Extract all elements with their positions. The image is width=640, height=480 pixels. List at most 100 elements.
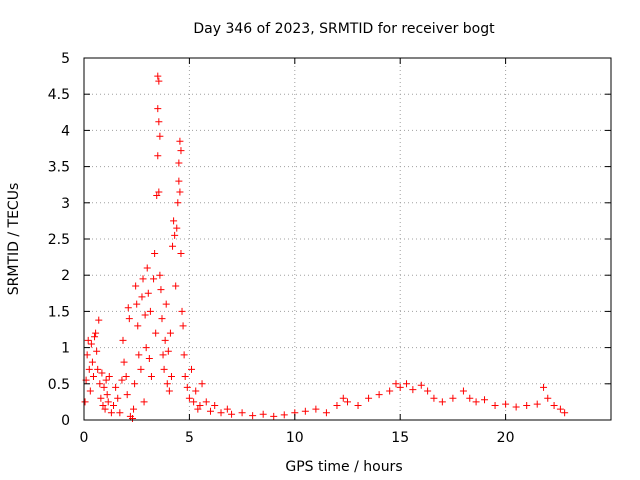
data-point — [175, 177, 183, 185]
data-point — [181, 373, 189, 381]
y-axis-label: SRMTID / TECUs — [6, 183, 22, 296]
y-tick-label: 2 — [61, 268, 70, 284]
data-point — [156, 271, 164, 279]
data-point — [150, 275, 158, 283]
data-point — [132, 282, 140, 290]
data-point — [123, 391, 131, 399]
y-axis-ticks: 0 0.5 1 1.5 2 2.5 3 3.5 4 4.5 5 — [48, 51, 611, 429]
data-point — [533, 400, 541, 408]
data-point — [130, 405, 138, 413]
data-point — [96, 380, 104, 388]
data-point — [92, 329, 100, 337]
data-point — [424, 387, 432, 395]
x-tick-label: 15 — [391, 430, 409, 446]
chart-title: Day 346 of 2023, SRMTID for receiver bog… — [193, 21, 495, 37]
data-point — [544, 394, 552, 402]
data-point — [153, 192, 161, 200]
data-point — [155, 77, 163, 85]
data-point — [177, 249, 185, 257]
data-point — [172, 282, 180, 290]
data-point — [198, 380, 206, 388]
data-point — [124, 304, 132, 312]
data-point — [523, 402, 531, 410]
data-point — [143, 264, 151, 272]
data-point — [146, 307, 154, 315]
data-point — [103, 391, 111, 399]
data-point — [88, 358, 96, 366]
data-point — [138, 293, 146, 301]
data-point — [430, 394, 438, 402]
data-point — [259, 410, 267, 418]
data-point — [249, 412, 257, 420]
data-point — [102, 376, 110, 384]
data-point — [85, 365, 93, 373]
data-point — [95, 316, 103, 324]
data-point — [491, 402, 499, 410]
data-point — [438, 398, 446, 406]
data-point — [154, 152, 162, 160]
data-point — [86, 387, 94, 395]
data-point — [119, 336, 127, 344]
data-point — [188, 365, 196, 373]
data-point — [561, 409, 569, 417]
data-point — [192, 387, 200, 395]
data-point — [135, 351, 143, 359]
y-tick-label: 2.5 — [48, 232, 70, 248]
data-point — [365, 394, 373, 402]
data-point — [472, 398, 480, 406]
data-point — [344, 398, 351, 406]
data-point — [171, 231, 179, 239]
data-point — [238, 409, 246, 417]
data-point — [158, 315, 166, 323]
data-point — [114, 394, 122, 402]
data-point — [333, 402, 341, 410]
data-point — [141, 311, 149, 319]
data-point — [449, 394, 457, 402]
data-point — [155, 188, 163, 196]
data-point — [112, 383, 120, 391]
data-point — [174, 199, 182, 207]
data-point — [128, 415, 136, 423]
data-point — [97, 394, 105, 402]
data-point — [179, 322, 187, 330]
data-point — [152, 329, 160, 337]
data-point — [180, 351, 188, 359]
data-point — [83, 351, 91, 359]
data-point — [170, 217, 178, 225]
data-point — [217, 409, 225, 417]
data-point — [104, 398, 112, 406]
data-point — [118, 376, 126, 384]
data-point — [105, 373, 113, 381]
data-point — [165, 387, 173, 395]
data-point — [185, 394, 193, 402]
data-point — [202, 398, 210, 406]
y-tick-label: 4.5 — [48, 87, 70, 103]
data-point — [159, 351, 167, 359]
data-point — [155, 118, 163, 126]
data-point — [223, 405, 231, 413]
data-point — [94, 365, 102, 373]
data-point — [392, 380, 400, 388]
data-point — [151, 249, 159, 257]
data-point — [211, 402, 219, 410]
data-point — [116, 409, 124, 417]
y-tick-label: 0.5 — [48, 377, 70, 393]
data-point — [144, 289, 152, 297]
data-point — [169, 242, 177, 250]
data-point — [177, 147, 185, 155]
data-point — [176, 188, 184, 196]
data-point — [176, 137, 184, 145]
grid-lines — [84, 58, 611, 420]
data-point — [125, 315, 133, 323]
data-point — [196, 402, 204, 410]
data-point — [270, 412, 278, 420]
data-point — [556, 405, 564, 413]
data-point — [110, 402, 118, 410]
data-point — [137, 365, 145, 373]
data-point — [417, 381, 425, 389]
data-point — [87, 340, 95, 348]
data-point — [163, 380, 171, 388]
y-tick-label: 1.5 — [48, 304, 70, 320]
data-point — [131, 380, 139, 388]
data-point — [147, 373, 155, 381]
